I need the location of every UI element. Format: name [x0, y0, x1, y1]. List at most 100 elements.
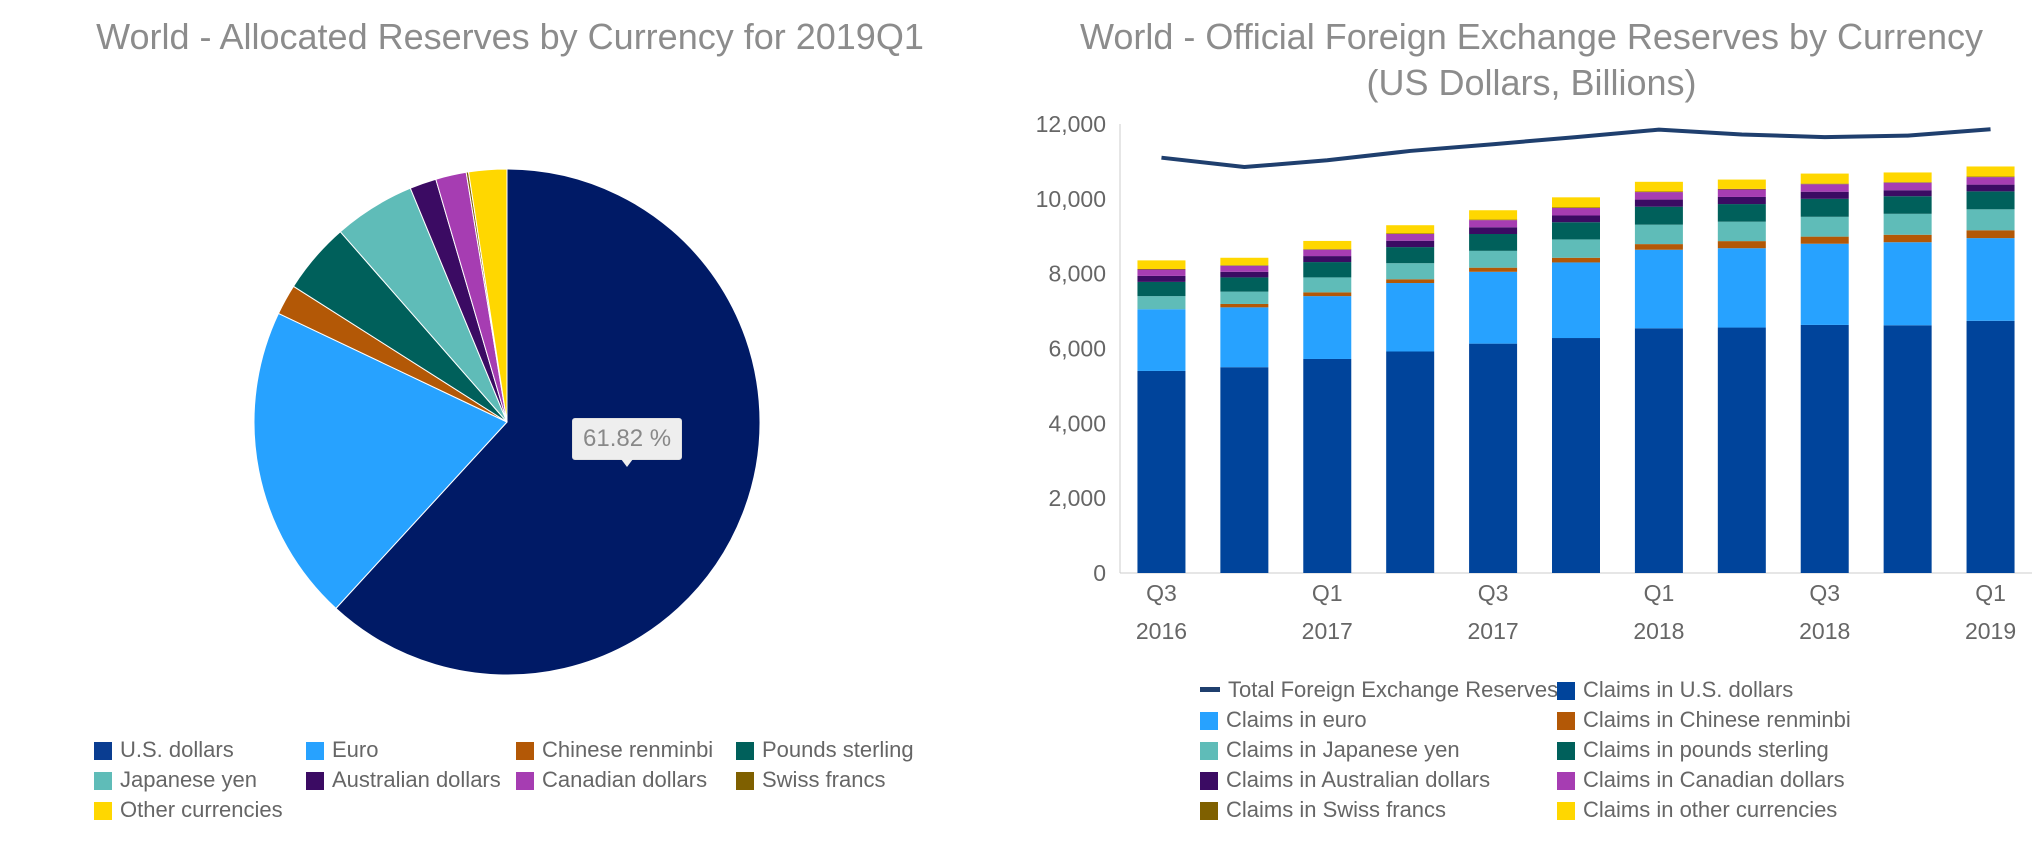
bar-segment-claims-in-japanese-yen[interactable]	[1220, 291, 1269, 304]
bar-segment-claims-in-chinese-renminbi[interactable]	[1220, 303, 1269, 308]
bar-segment-claims-in-chinese-renminbi[interactable]	[1883, 234, 1932, 243]
bar-segment-claims-in-australian-dollars[interactable]	[1717, 196, 1766, 205]
pie-slice-u-s-dollars[interactable]	[335, 168, 761, 676]
pie-legend-item-euro[interactable]: Euro	[306, 736, 378, 764]
bar-segment-claims-in-japanese-yen[interactable]	[1386, 263, 1435, 280]
bar-segment-claims-in-other-currencies[interactable]	[1800, 173, 1849, 184]
bar-segment-claims-in-canadian-dollars[interactable]	[1386, 234, 1435, 241]
bar-segment-claims-in-canadian-dollars[interactable]	[1303, 249, 1352, 257]
bar-segment-claims-in-australian-dollars[interactable]	[1552, 215, 1600, 223]
bar-segment-claims-in-swiss-francs[interactable]	[1966, 176, 2015, 178]
bar-segment-claims-in-pounds-sterling[interactable]	[1137, 281, 1186, 297]
bar-segment-claims-in-japanese-yen[interactable]	[1717, 221, 1766, 242]
bar-segment-claims-in-u-s-dollars[interactable]	[1137, 370, 1186, 573]
bar-legend-item-claims-in-swiss-francs[interactable]: Claims in Swiss francs	[1200, 796, 1446, 824]
bar-segment-claims-in-euro[interactable]	[1717, 248, 1766, 328]
bar-legend-item-claims-in-pounds-sterling[interactable]: Claims in pounds sterling	[1557, 736, 1829, 764]
bar-segment-claims-in-other-currencies[interactable]	[1386, 225, 1435, 234]
pie-legend-item-u-s-dollars[interactable]: U.S. dollars	[94, 736, 234, 764]
bar-legend-item-claims-in-canadian-dollars[interactable]: Claims in Canadian dollars	[1557, 766, 1845, 794]
pie-legend-item-pounds-sterling[interactable]: Pounds sterling	[736, 736, 914, 764]
bar-segment-claims-in-euro[interactable]	[1883, 242, 1932, 326]
bar-segment-claims-in-other-currencies[interactable]	[1469, 210, 1518, 220]
bar-segment-claims-in-pounds-sterling[interactable]	[1883, 196, 1932, 214]
bar-segment-claims-in-pounds-sterling[interactable]	[1634, 206, 1683, 225]
bar-segment-claims-in-japanese-yen[interactable]	[1303, 277, 1352, 293]
bar-segment-claims-in-canadian-dollars[interactable]	[1552, 208, 1600, 216]
bar-segment-claims-in-chinese-renminbi[interactable]	[1800, 236, 1849, 244]
bar-legend-item-claims-in-chinese-renminbi[interactable]: Claims in Chinese renminbi	[1557, 706, 1851, 734]
pie-legend-item-other-currencies[interactable]: Other currencies	[94, 796, 283, 824]
bar-segment-claims-in-swiss-francs[interactable]	[1137, 268, 1186, 270]
bar-segment-claims-in-pounds-sterling[interactable]	[1220, 277, 1269, 292]
bar-segment-claims-in-euro[interactable]	[1800, 243, 1849, 325]
bar-segment-claims-in-japanese-yen[interactable]	[1883, 213, 1932, 235]
pie-chart[interactable]	[0, 0, 1020, 853]
bar-segment-claims-in-euro[interactable]	[1552, 262, 1600, 339]
bar-segment-claims-in-euro[interactable]	[1386, 283, 1435, 352]
bar-segment-claims-in-canadian-dollars[interactable]	[1220, 265, 1269, 272]
bar-segment-claims-in-swiss-francs[interactable]	[1303, 249, 1352, 250]
pie-legend-item-australian-dollars[interactable]: Australian dollars	[306, 766, 501, 794]
bar-segment-claims-in-chinese-renminbi[interactable]	[1634, 244, 1683, 250]
bar-segment-claims-in-canadian-dollars[interactable]	[1469, 220, 1518, 228]
bar-segment-claims-in-euro[interactable]	[1634, 249, 1683, 329]
bar-segment-claims-in-australian-dollars[interactable]	[1469, 227, 1518, 235]
bar-segment-claims-in-other-currencies[interactable]	[1966, 166, 2015, 177]
bar-segment-claims-in-pounds-sterling[interactable]	[1469, 234, 1518, 251]
bar-segment-claims-in-euro[interactable]	[1469, 271, 1518, 344]
bar-segment-claims-in-australian-dollars[interactable]	[1634, 199, 1683, 207]
bar-segment-claims-in-pounds-sterling[interactable]	[1966, 191, 2015, 210]
bar-segment-claims-in-other-currencies[interactable]	[1717, 179, 1766, 189]
bar-segment-claims-in-australian-dollars[interactable]	[1966, 184, 2015, 192]
bar-segment-claims-in-pounds-sterling[interactable]	[1303, 262, 1352, 278]
bar-segment-claims-in-u-s-dollars[interactable]	[1220, 367, 1269, 573]
bar-segment-claims-in-euro[interactable]	[1137, 309, 1186, 371]
bar-legend-item-claims-in-australian-dollars[interactable]: Claims in Australian dollars	[1200, 766, 1490, 794]
bar-segment-claims-in-australian-dollars[interactable]	[1800, 191, 1849, 199]
bar-segment-claims-in-other-currencies[interactable]	[1137, 260, 1186, 269]
bar-segment-claims-in-australian-dollars[interactable]	[1303, 256, 1352, 263]
bar-legend-item-total-foreign-exchange-reserves[interactable]: Total Foreign Exchange Reserves	[1200, 676, 1558, 704]
bar-legend-item-claims-in-u-s-dollars[interactable]: Claims in U.S. dollars	[1557, 676, 1793, 704]
bar-segment-claims-in-u-s-dollars[interactable]	[1717, 327, 1766, 573]
bar-segment-claims-in-canadian-dollars[interactable]	[1966, 177, 2015, 185]
pie-slice-other-currencies[interactable]	[467, 168, 508, 423]
bar-segment-claims-in-canadian-dollars[interactable]	[1717, 189, 1766, 197]
bar-segment-claims-in-chinese-renminbi[interactable]	[1717, 241, 1766, 249]
bar-segment-claims-in-canadian-dollars[interactable]	[1883, 182, 1932, 191]
bar-segment-claims-in-australian-dollars[interactable]	[1883, 190, 1932, 197]
pie-legend-item-chinese-renminbi[interactable]: Chinese renminbi	[516, 736, 713, 764]
bar-segment-claims-in-canadian-dollars[interactable]	[1137, 269, 1186, 276]
bar-segment-claims-in-u-s-dollars[interactable]	[1303, 358, 1352, 573]
bar-segment-claims-in-chinese-renminbi[interactable]	[1303, 292, 1352, 297]
bar-segment-claims-in-chinese-renminbi[interactable]	[1386, 279, 1435, 284]
bar-segment-claims-in-euro[interactable]	[1966, 238, 2015, 321]
bar-segment-claims-in-u-s-dollars[interactable]	[1800, 324, 1849, 573]
bar-legend-item-claims-in-other-currencies[interactable]: Claims in other currencies	[1557, 796, 1837, 824]
bar-segment-claims-in-australian-dollars[interactable]	[1137, 275, 1186, 282]
bar-segment-claims-in-other-currencies[interactable]	[1220, 257, 1269, 266]
bar-segment-claims-in-pounds-sterling[interactable]	[1386, 247, 1435, 264]
bar-segment-claims-in-other-currencies[interactable]	[1552, 197, 1600, 208]
bar-segment-claims-in-swiss-francs[interactable]	[1220, 265, 1269, 266]
bar-segment-claims-in-u-s-dollars[interactable]	[1386, 351, 1435, 573]
bar-segment-claims-in-other-currencies[interactable]	[1634, 181, 1683, 192]
pie-legend-item-canadian-dollars[interactable]: Canadian dollars	[516, 766, 707, 794]
bar-segment-claims-in-swiss-francs[interactable]	[1634, 191, 1683, 193]
bar-segment-claims-in-swiss-francs[interactable]	[1386, 233, 1435, 235]
bar-segment-claims-in-japanese-yen[interactable]	[1137, 296, 1186, 310]
bar-segment-claims-in-u-s-dollars[interactable]	[1469, 343, 1518, 573]
bar-segment-claims-in-u-s-dollars[interactable]	[1966, 320, 2015, 573]
bar-segment-claims-in-u-s-dollars[interactable]	[1883, 325, 1932, 573]
bar-legend-item-claims-in-japanese-yen[interactable]: Claims in Japanese yen	[1200, 736, 1460, 764]
bar-segment-claims-in-australian-dollars[interactable]	[1220, 271, 1269, 278]
bar-segment-claims-in-euro[interactable]	[1303, 296, 1352, 359]
bar-segment-claims-in-canadian-dollars[interactable]	[1800, 184, 1849, 192]
bar-segment-claims-in-chinese-renminbi[interactable]	[1552, 257, 1600, 263]
pie-slice-euro[interactable]	[253, 312, 508, 610]
bar-segment-claims-in-swiss-francs[interactable]	[1717, 188, 1766, 190]
pie-legend-item-japanese-yen[interactable]: Japanese yen	[94, 766, 257, 794]
bar-chart[interactable]: 0 2,000 4,000 6,000 8,000 10,000 12,000 Q3 2016 Q…	[1020, 0, 2043, 853]
bar-segment-claims-in-japanese-yen[interactable]	[1800, 216, 1849, 237]
